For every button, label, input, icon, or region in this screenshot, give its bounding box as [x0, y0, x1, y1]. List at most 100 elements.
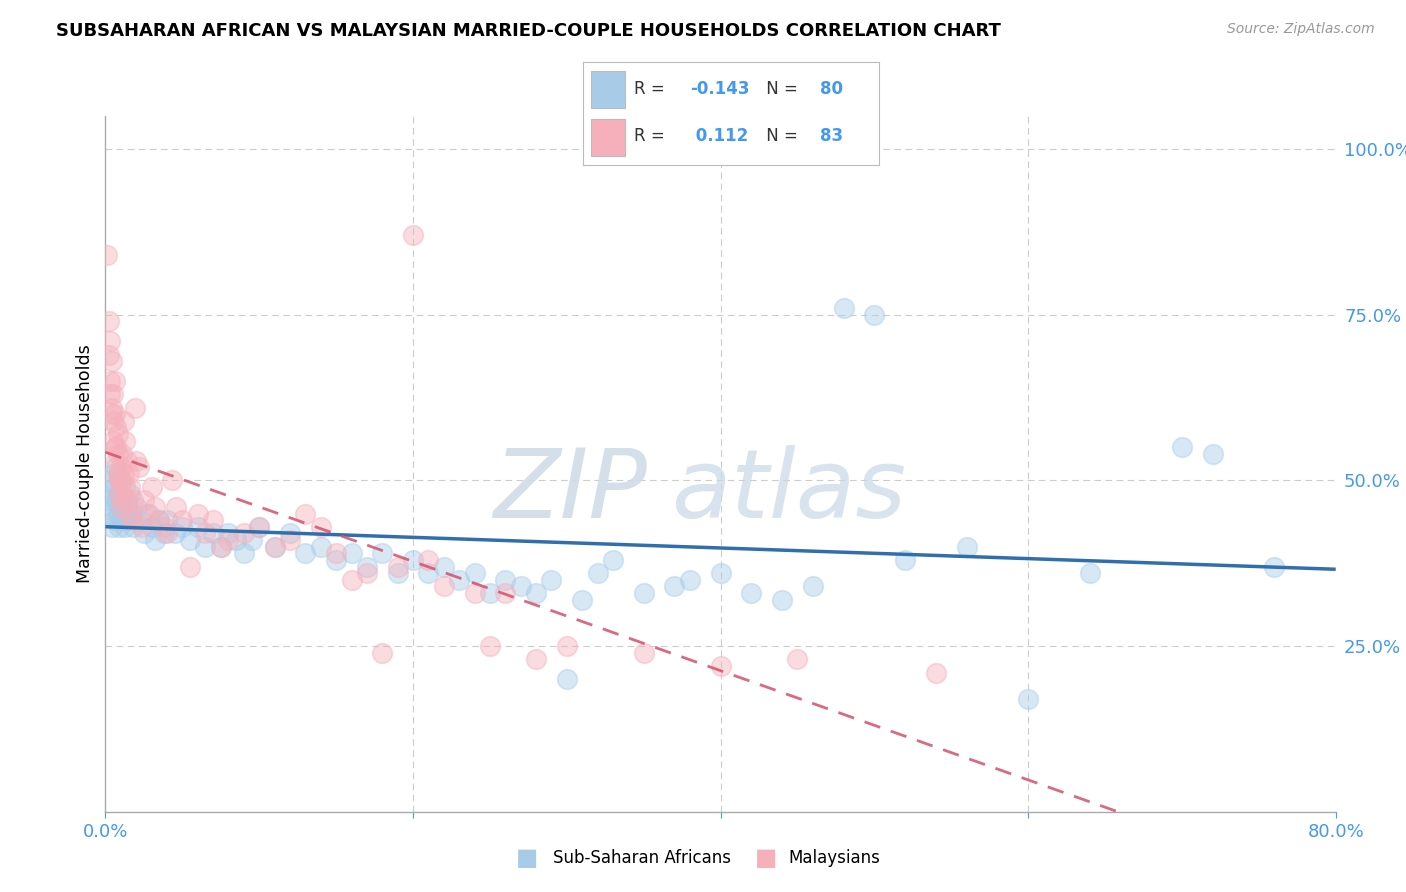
Point	[125, 453, 148, 467]
Point	[225, 533, 247, 547]
Point	[1078, 566, 1101, 581]
Text: ■: ■	[755, 847, 778, 870]
Point	[148, 513, 170, 527]
Point	[402, 553, 425, 567]
Text: R =: R =	[634, 80, 669, 98]
Point	[524, 652, 547, 666]
Point	[100, 401, 122, 415]
Point	[105, 493, 128, 508]
Point	[664, 579, 686, 593]
Point	[263, 540, 285, 554]
Point	[108, 500, 131, 514]
Point	[1201, 447, 1223, 461]
Point	[247, 520, 270, 534]
Point	[112, 467, 135, 481]
Point	[100, 520, 122, 534]
Point	[108, 474, 131, 488]
Point	[136, 507, 159, 521]
Point	[117, 467, 139, 481]
Point	[464, 566, 486, 581]
Point	[740, 586, 762, 600]
Point	[894, 553, 917, 567]
Point	[98, 387, 121, 401]
Point	[340, 573, 363, 587]
Point	[509, 579, 531, 593]
Point	[120, 480, 141, 494]
Point	[117, 513, 139, 527]
Point	[122, 520, 145, 534]
Point	[194, 526, 217, 541]
Point	[104, 440, 127, 454]
Point	[111, 513, 134, 527]
Point	[108, 467, 131, 481]
Point	[97, 347, 120, 361]
Point	[112, 414, 135, 428]
Point	[172, 513, 194, 527]
Point	[110, 500, 132, 514]
Text: N =: N =	[761, 80, 803, 98]
Point	[956, 540, 979, 554]
Point	[143, 533, 166, 547]
Point	[832, 301, 855, 315]
Point	[478, 639, 501, 653]
Point	[540, 573, 562, 587]
Point	[165, 500, 187, 514]
Point	[371, 646, 394, 660]
Point	[138, 507, 160, 521]
Point	[132, 526, 155, 541]
Point	[586, 566, 609, 581]
Point	[97, 314, 120, 328]
Point	[202, 526, 225, 541]
Point	[187, 507, 209, 521]
Point	[402, 228, 425, 243]
Point	[278, 526, 301, 541]
Point	[112, 493, 135, 508]
Text: Source: ZipAtlas.com: Source: ZipAtlas.com	[1227, 22, 1375, 37]
Point	[110, 460, 132, 475]
Point	[98, 474, 121, 488]
Point	[633, 646, 655, 660]
Point	[786, 652, 808, 666]
Point	[132, 493, 155, 508]
Point	[309, 520, 332, 534]
Point	[107, 467, 129, 481]
Point	[108, 520, 131, 534]
Point	[524, 586, 547, 600]
Point	[294, 546, 316, 560]
Point	[418, 553, 440, 567]
Point	[356, 566, 378, 581]
Point	[187, 520, 209, 534]
Point	[124, 401, 146, 415]
Point	[125, 500, 148, 514]
Text: Sub-Saharan Africans: Sub-Saharan Africans	[553, 849, 731, 867]
Point	[141, 520, 163, 534]
Point	[131, 520, 153, 534]
Point	[325, 553, 347, 567]
Point	[433, 559, 456, 574]
Point	[128, 513, 150, 527]
Point	[101, 500, 124, 514]
Point	[128, 460, 150, 475]
Point	[240, 533, 263, 547]
Point	[801, 579, 824, 593]
Point	[98, 507, 121, 521]
Point	[494, 586, 516, 600]
Point	[247, 520, 270, 534]
Point	[209, 540, 232, 554]
Point	[108, 486, 131, 500]
Point	[1263, 559, 1285, 574]
Point	[309, 540, 332, 554]
Point	[179, 533, 201, 547]
Point	[107, 447, 129, 461]
Text: SUBSAHARAN AFRICAN VS MALAYSIAN MARRIED-COUPLE HOUSEHOLDS CORRELATION CHART: SUBSAHARAN AFRICAN VS MALAYSIAN MARRIED-…	[56, 22, 1001, 40]
Point	[602, 553, 624, 567]
Point	[263, 540, 285, 554]
Point	[110, 480, 132, 494]
Point	[494, 573, 516, 587]
Point	[1171, 440, 1194, 454]
Point	[101, 414, 124, 428]
Point	[121, 513, 143, 527]
Point	[115, 493, 138, 508]
Bar	[591, 70, 624, 108]
Point	[105, 453, 128, 467]
